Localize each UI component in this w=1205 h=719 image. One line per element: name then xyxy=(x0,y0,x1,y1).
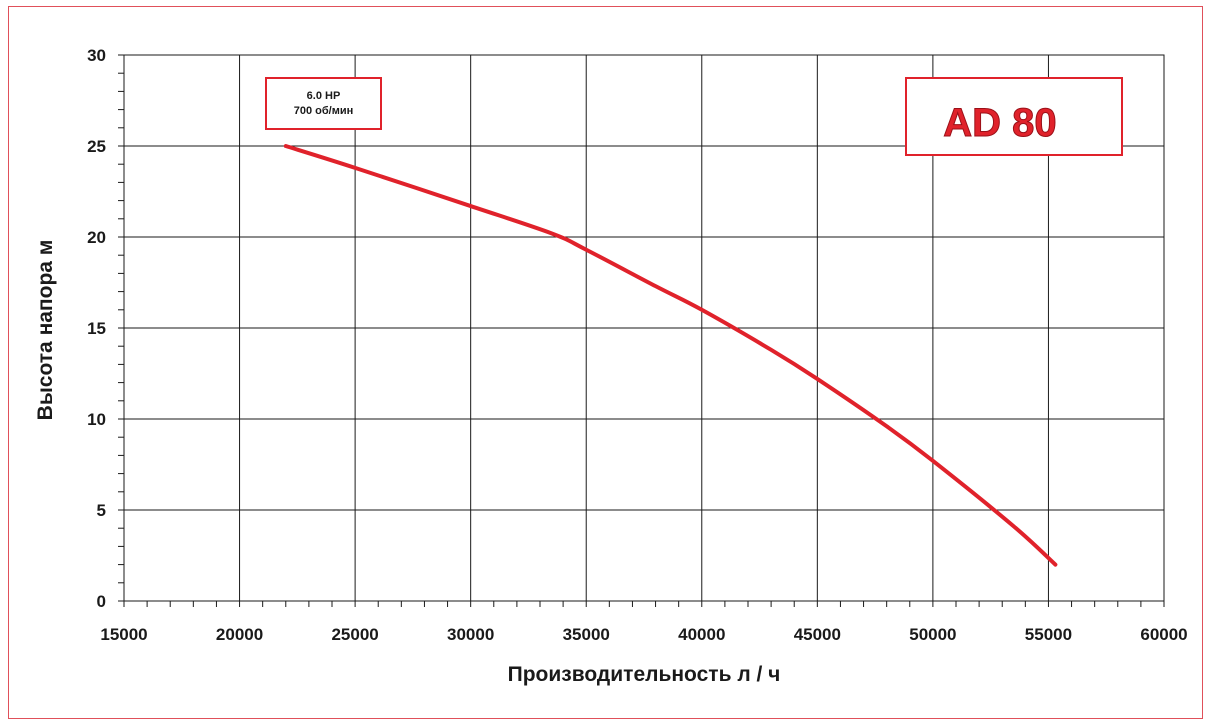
y-tick-label: 25 xyxy=(87,137,106,156)
x-tick-label: 25000 xyxy=(331,625,378,644)
spec-box xyxy=(265,77,382,130)
y-axis-title: Высота напора м xyxy=(34,240,57,421)
series-line xyxy=(283,144,1058,567)
x-tick-label: 20000 xyxy=(216,625,263,644)
x-tick-labels: 15000 20000 25000 30000 35000 40000 45000 50000… xyxy=(100,625,1187,644)
x-tick-label: 40000 xyxy=(678,625,725,644)
x-axis-title: Производительность л / ч xyxy=(508,663,781,686)
spec-power-label: 6.0 HP xyxy=(307,90,341,102)
x-tick-label: 15000 xyxy=(100,625,147,644)
model-title: AD 80 xyxy=(943,101,1056,145)
minor-ticks xyxy=(118,54,1165,607)
y-tick-label: 15 xyxy=(87,319,106,338)
x-tick-label: 30000 xyxy=(447,625,494,644)
y-tick-label: 5 xyxy=(97,501,106,520)
model-box xyxy=(905,77,1123,156)
y-tick-label: 30 xyxy=(87,46,106,65)
spec-speed-label: 700 об/мин xyxy=(294,105,354,117)
plot-area-border xyxy=(123,54,1165,602)
x-tick-label: 50000 xyxy=(909,625,956,644)
x-tick-label: 55000 xyxy=(1025,625,1072,644)
x-tick-label: 35000 xyxy=(563,625,610,644)
y-tick-labels: 0 5 10 15 20 25 30 xyxy=(87,46,106,611)
x-tick-label: 45000 xyxy=(794,625,841,644)
y-tick-label: 20 xyxy=(87,228,106,247)
y-tick-label: 0 xyxy=(97,592,106,611)
y-tick-label: 10 xyxy=(87,410,106,429)
x-tick-label: 60000 xyxy=(1140,625,1187,644)
